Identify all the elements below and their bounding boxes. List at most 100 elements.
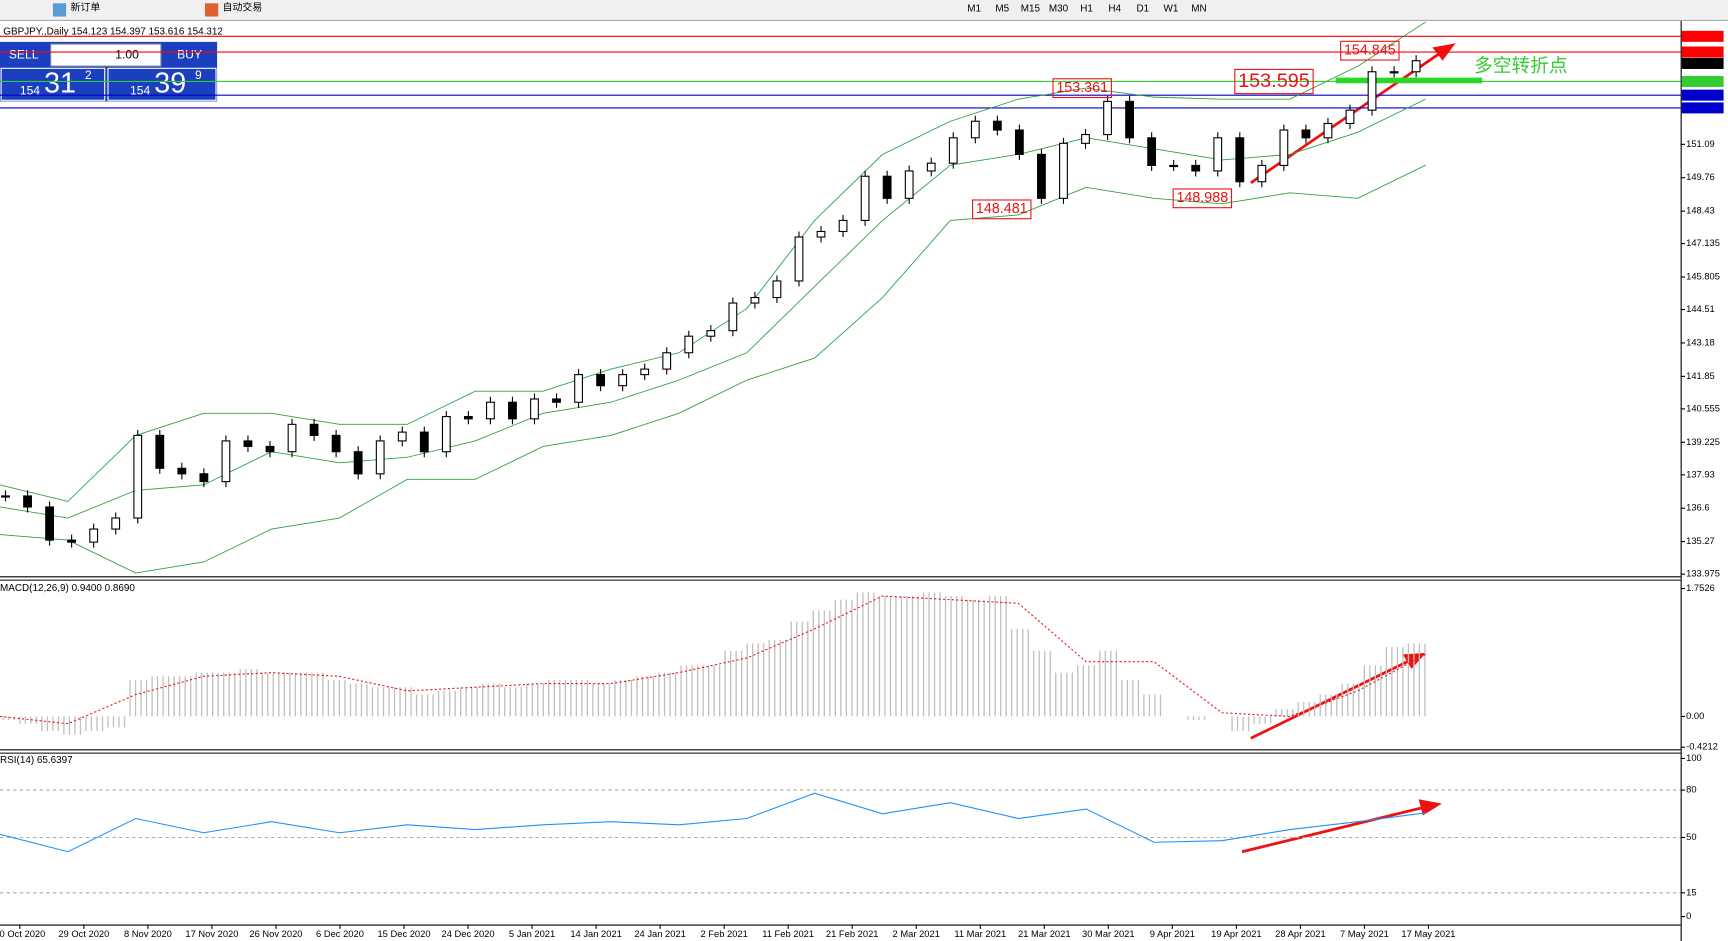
candle	[552, 398, 561, 403]
sell-price-big: 154	[20, 84, 40, 98]
timeframe-button[interactable]: D1	[1136, 3, 1149, 14]
annotation-box	[1172, 188, 1233, 209]
candle	[1257, 164, 1267, 183]
y-tick-label: 0.00	[1686, 711, 1704, 721]
candle	[1301, 129, 1311, 139]
y-tick-label: 1.7526	[1686, 583, 1715, 593]
candle	[838, 219, 848, 233]
candle	[177, 467, 187, 475]
arrow	[1241, 805, 1428, 854]
x-tick-label: 7 May 2021	[1340, 929, 1389, 939]
y-tick-label: 149.76	[1686, 172, 1715, 182]
auto-trade-icon[interactable]	[204, 3, 219, 17]
candle	[882, 175, 892, 199]
candle	[1235, 137, 1245, 183]
annotation-box	[1052, 78, 1112, 99]
macd-title: MACD(12,26,9) 0.9400 0.8690	[0, 583, 135, 594]
x-tick-label: 2 Feb 2021	[700, 929, 747, 939]
annotation-box	[1340, 40, 1400, 61]
candle	[419, 431, 429, 453]
buy-price-pips: 39	[154, 67, 186, 99]
annotation-box	[972, 199, 1032, 220]
x-tick-label: 5 Jan 2021	[509, 929, 555, 939]
y-tick-label: 135.27	[1686, 536, 1715, 546]
candle	[816, 230, 826, 238]
candle	[992, 120, 1002, 131]
timeframe-button[interactable]: M1	[967, 3, 981, 14]
candle	[728, 302, 738, 332]
candle	[1367, 71, 1377, 111]
timeframe-button[interactable]: W1	[1163, 3, 1178, 14]
x-tick-label: 20 Oct 2020	[0, 929, 45, 939]
timeframe-button[interactable]: H1	[1080, 3, 1093, 14]
y-tick-label: 151.09	[1686, 139, 1715, 149]
y-tick-label: 136.6	[1686, 503, 1709, 513]
timeframe-button[interactable]: MN	[1191, 3, 1206, 14]
x-tick-label: 6 Dec 2020	[316, 929, 364, 939]
x-tick-label: 21 Feb 2021	[826, 929, 879, 939]
new-order-icon[interactable]	[52, 3, 67, 17]
candle	[926, 162, 936, 172]
rsi-line	[0, 792, 1426, 853]
candle	[331, 434, 341, 453]
x-tick-label: 30 Mar 2021	[1082, 929, 1135, 939]
y-tick-label: -0.4212	[1686, 742, 1718, 752]
y-tick-label: 133.975	[1686, 569, 1720, 579]
y-tick-label: 80	[1686, 785, 1696, 795]
y-tick-label: 144.51	[1686, 304, 1715, 314]
candle	[1213, 137, 1223, 172]
candle	[375, 440, 385, 475]
timeframe-button[interactable]: M30	[1049, 3, 1069, 14]
candle	[89, 528, 99, 543]
rsi-title: RSI(14) 65.6397	[0, 755, 73, 766]
candle	[1389, 71, 1399, 74]
y-tick-label: 141.85	[1686, 371, 1715, 381]
timeframe-button[interactable]: M5	[995, 3, 1009, 14]
buy-price-point: 9	[195, 68, 202, 82]
new-order-button[interactable]: 新订单	[71, 0, 101, 13]
candle	[970, 120, 980, 139]
trend-arrows	[1241, 43, 1456, 854]
candle	[1103, 100, 1112, 136]
candle	[1014, 129, 1024, 155]
candle	[1081, 133, 1090, 144]
candle	[463, 416, 473, 420]
candle	[133, 434, 143, 519]
level-label-box	[1681, 30, 1724, 42]
x-tick-label: 14 Jan 2021	[570, 929, 622, 939]
candle	[618, 374, 628, 387]
timeframe-button[interactable]: M15	[1021, 3, 1041, 14]
x-tick-label: 9 Apr 2021	[1150, 929, 1195, 939]
annotation: 148.481	[976, 201, 1028, 217]
sell-button[interactable]	[0, 44, 49, 67]
candle	[706, 330, 716, 337]
auto-trade-button[interactable]: 自动交易	[223, 0, 263, 13]
buy-label[interactable]: BUY	[177, 47, 202, 61]
candle	[948, 137, 958, 164]
x-tick-label: 17 May 2021	[1401, 929, 1455, 939]
x-tick-label: 26 Nov 2020	[249, 929, 302, 939]
candle	[111, 517, 121, 530]
candle	[750, 296, 760, 304]
x-tick-label: 24 Dec 2020	[441, 929, 494, 939]
candle	[155, 434, 165, 469]
lots-value[interactable]: 1.00	[115, 47, 139, 61]
annotation: 多空转折点	[1474, 55, 1568, 76]
candle	[353, 451, 363, 475]
candle	[794, 236, 804, 282]
candle	[1169, 164, 1179, 168]
candle	[1059, 142, 1068, 199]
x-tick-label: 11 Mar 2021	[954, 929, 1006, 939]
y-tick-label: 15	[1686, 887, 1696, 897]
level-label-box	[1681, 46, 1724, 58]
timeframe-button[interactable]: H4	[1108, 3, 1121, 14]
lots-input[interactable]	[50, 43, 162, 67]
bollinger-band	[0, 164, 1426, 574]
level-label-box	[1681, 75, 1724, 87]
chart-title: GBPJPY.,Daily 154.123 154.397 153.616 15…	[3, 27, 223, 38]
y-tick-label: 147.135	[1686, 238, 1720, 248]
sell-label[interactable]: SELL	[9, 47, 39, 61]
x-tick-label: 29 Oct 2020	[58, 929, 109, 939]
